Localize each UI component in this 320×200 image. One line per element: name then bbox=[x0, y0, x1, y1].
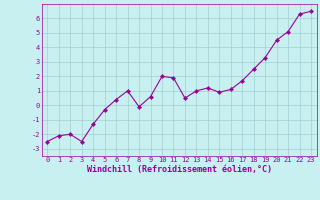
X-axis label: Windchill (Refroidissement éolien,°C): Windchill (Refroidissement éolien,°C) bbox=[87, 165, 272, 174]
